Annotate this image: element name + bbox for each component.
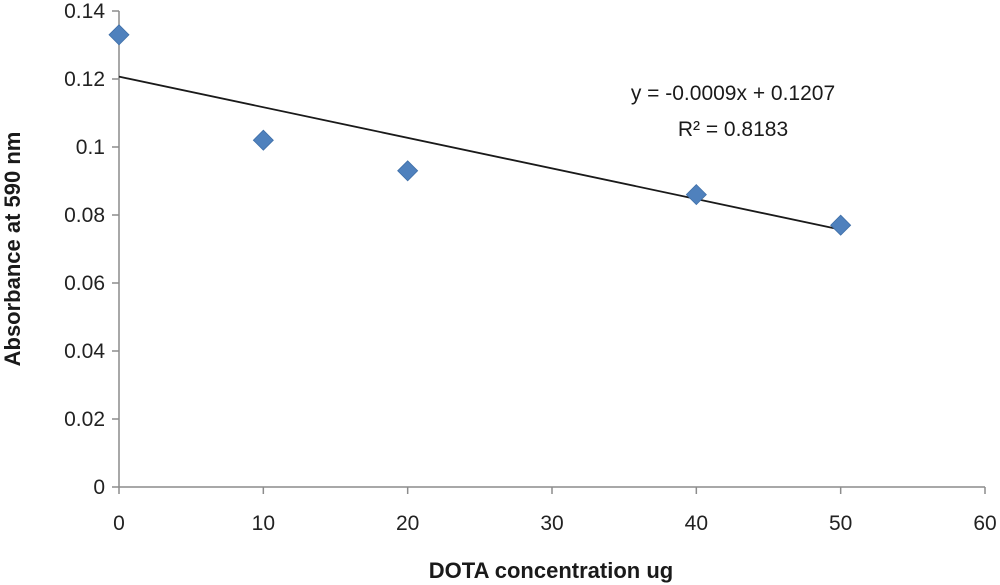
x-ticks: 0 10 20 30 40 50 60 <box>113 487 997 535</box>
y-ticks: 0 0.02 0.04 0.06 0.08 0.1 0.12 0.14 <box>64 0 119 499</box>
data-point <box>685 184 707 206</box>
y-tick-label: 0 <box>93 476 105 499</box>
y-axis-title: Absorbance at 590 nm <box>0 132 25 367</box>
x-tick-label: 60 <box>973 512 996 535</box>
y-tick-label: 0.08 <box>64 204 105 227</box>
axes <box>118 11 985 488</box>
y-tick-label: 0.1 <box>76 136 105 159</box>
x-tick-label: 30 <box>540 512 563 535</box>
y-tick-label: 0.06 <box>64 272 105 295</box>
x-tick-label: 40 <box>685 512 708 535</box>
trendline-r-squared: R² = 0.8183 <box>678 118 788 141</box>
trendline-equation: y = -0.0009x + 0.1207 <box>631 82 835 105</box>
data-point <box>108 24 130 46</box>
y-tick-label: 0.12 <box>64 68 105 91</box>
trendline <box>118 75 841 231</box>
x-tick-label: 20 <box>396 512 419 535</box>
y-tick-label: 0.02 <box>64 408 105 431</box>
x-tick-label: 10 <box>252 512 275 535</box>
y-tick-label: 0.14 <box>64 0 105 23</box>
data-point <box>397 160 419 182</box>
trendline-group <box>118 75 841 231</box>
x-tick-label: 50 <box>829 512 852 535</box>
y-tick-label: 0.04 <box>64 340 105 363</box>
data-points <box>108 24 852 236</box>
data-point <box>830 214 852 236</box>
data-point <box>252 129 274 151</box>
x-axis-title: DOTA concentration ug <box>429 558 673 583</box>
x-tick-label: 0 <box>113 512 125 535</box>
